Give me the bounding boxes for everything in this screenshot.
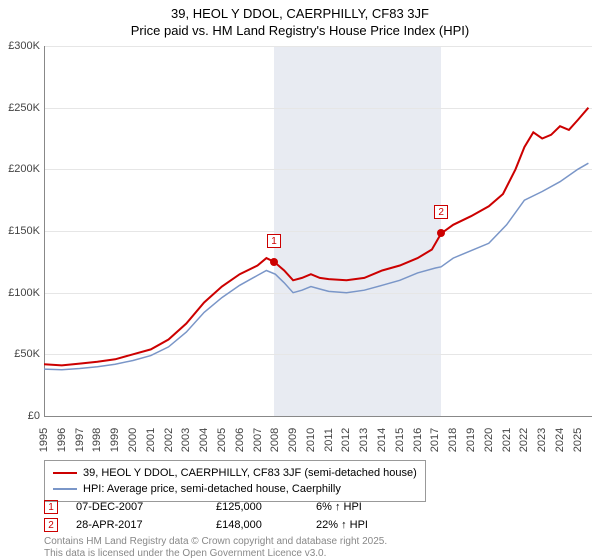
x-axis-label: 2008 xyxy=(269,428,281,452)
sale-diff-2: 22% ↑ HPI xyxy=(316,519,416,531)
title-address: 39, HEOL Y DDOL, CAERPHILLY, CF83 3JF xyxy=(0,6,600,23)
y-axis-label: £250K xyxy=(0,102,40,114)
x-axis-label: 1998 xyxy=(91,428,103,452)
legend-label-hpi: HPI: Average price, semi-detached house,… xyxy=(83,483,341,495)
x-axis-label: 2004 xyxy=(198,428,210,452)
x-axis-label: 2016 xyxy=(412,428,424,452)
x-axis-label: 1996 xyxy=(56,428,68,452)
x-axis-label: 2017 xyxy=(429,428,441,452)
y-axis-label: £150K xyxy=(0,225,40,237)
sale-marker-1: 1 xyxy=(44,500,58,514)
x-axis-label: 1995 xyxy=(38,428,50,452)
series-hpi xyxy=(44,163,588,370)
x-axis-label: 1999 xyxy=(109,428,121,452)
y-axis-label: £300K xyxy=(0,40,40,52)
title-subtitle: Price paid vs. HM Land Registry's House … xyxy=(0,23,600,40)
x-axis-label: 2006 xyxy=(234,428,246,452)
sale-date-1: 07-DEC-2007 xyxy=(76,501,216,513)
legend-swatch-hpi xyxy=(53,488,77,490)
legend-item-hpi: HPI: Average price, semi-detached house,… xyxy=(53,481,417,497)
x-axis-label: 2010 xyxy=(305,428,317,452)
sale-date-2: 28-APR-2017 xyxy=(76,519,216,531)
x-axis-label: 2007 xyxy=(252,428,264,452)
y-axis-label: £100K xyxy=(0,287,40,299)
sale-dot-1 xyxy=(270,258,278,266)
x-axis-label: 2000 xyxy=(127,428,139,452)
y-axis-label: £200K xyxy=(0,163,40,175)
x-axis-label: 2005 xyxy=(216,428,228,452)
chart-container: 39, HEOL Y DDOL, CAERPHILLY, CF83 3JF Pr… xyxy=(0,0,600,560)
chart-lines xyxy=(44,46,592,416)
footer-line-2: This data is licensed under the Open Gov… xyxy=(44,548,387,560)
x-axis-label: 2015 xyxy=(394,428,406,452)
x-axis-label: 2021 xyxy=(501,428,513,452)
x-axis-label: 2025 xyxy=(572,428,584,452)
sale-row-1: 1 07-DEC-2007 £125,000 6% ↑ HPI xyxy=(44,498,416,516)
sale-dot-2 xyxy=(437,229,445,237)
x-axis-label: 2011 xyxy=(323,428,335,452)
x-axis-label: 2014 xyxy=(376,428,388,452)
x-axis-label: 2013 xyxy=(358,428,370,452)
sales-table: 1 07-DEC-2007 £125,000 6% ↑ HPI 2 28-APR… xyxy=(44,498,416,534)
y-axis-label: £0 xyxy=(0,410,40,422)
x-axis-label: 2009 xyxy=(287,428,299,452)
sale-marker-box-2: 2 xyxy=(434,205,448,219)
footer-attribution: Contains HM Land Registry data © Crown c… xyxy=(44,536,387,560)
x-axis-label: 2024 xyxy=(554,428,566,452)
x-axis-label: 2020 xyxy=(483,428,495,452)
legend-swatch-property xyxy=(53,472,77,474)
x-axis-label: 2001 xyxy=(145,428,157,452)
sale-diff-1: 6% ↑ HPI xyxy=(316,501,416,513)
legend-item-property: 39, HEOL Y DDOL, CAERPHILLY, CF83 3JF (s… xyxy=(53,465,417,481)
series-property xyxy=(44,108,588,366)
chart-plot-area: £0£50K£100K£150K£200K£250K£300K199519961… xyxy=(0,46,600,416)
title-block: 39, HEOL Y DDOL, CAERPHILLY, CF83 3JF Pr… xyxy=(0,0,600,40)
x-axis-label: 2003 xyxy=(180,428,192,452)
x-axis-label: 1997 xyxy=(74,428,86,452)
x-axis-label: 2002 xyxy=(163,428,175,452)
x-axis-label: 2019 xyxy=(465,428,477,452)
x-axis-label: 2012 xyxy=(340,428,352,452)
x-axis xyxy=(44,416,592,417)
legend: 39, HEOL Y DDOL, CAERPHILLY, CF83 3JF (s… xyxy=(44,460,426,502)
footer-line-1: Contains HM Land Registry data © Crown c… xyxy=(44,536,387,548)
sale-row-2: 2 28-APR-2017 £148,000 22% ↑ HPI xyxy=(44,516,416,534)
sale-marker-box-1: 1 xyxy=(267,234,281,248)
legend-label-property: 39, HEOL Y DDOL, CAERPHILLY, CF83 3JF (s… xyxy=(83,467,417,479)
sale-marker-2: 2 xyxy=(44,518,58,532)
sale-price-1: £125,000 xyxy=(216,501,316,513)
y-axis-label: £50K xyxy=(0,348,40,360)
x-axis-label: 2022 xyxy=(518,428,530,452)
x-axis-label: 2023 xyxy=(536,428,548,452)
sale-price-2: £148,000 xyxy=(216,519,316,531)
x-axis-label: 2018 xyxy=(447,428,459,452)
